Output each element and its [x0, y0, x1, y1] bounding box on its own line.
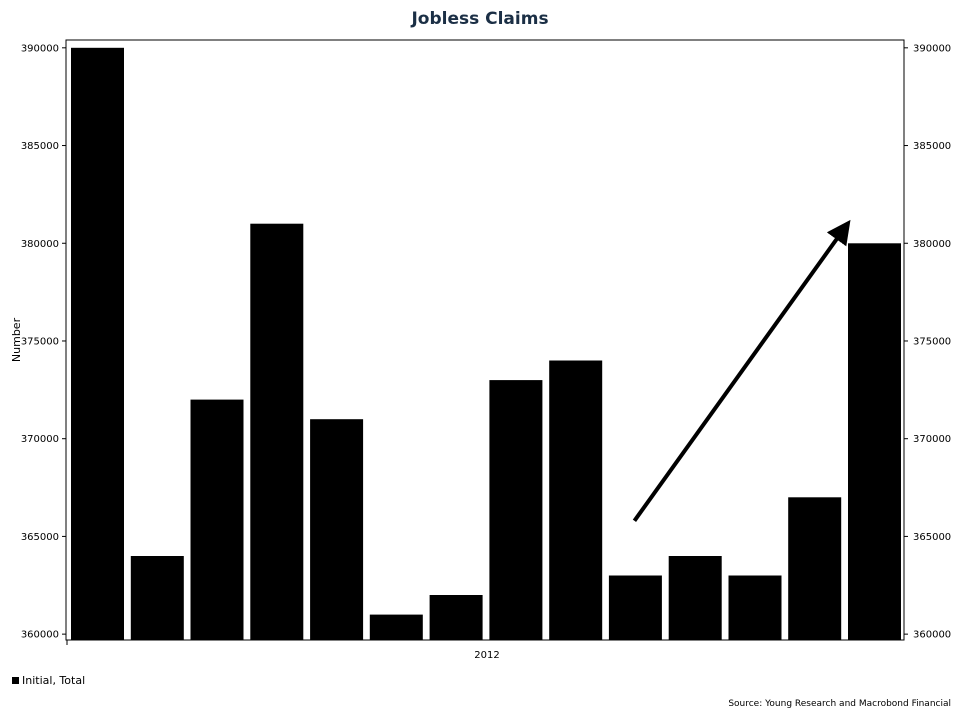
y-tick-label-left-2: 370000	[21, 434, 59, 445]
y-tick-label-left-1: 365000	[21, 532, 59, 543]
bar-1	[130, 556, 184, 640]
y-tick-label-right-0: 360000	[913, 630, 951, 641]
trend-arrow-0	[632, 219, 851, 522]
y-axis-label: Number	[10, 317, 23, 362]
y-tick-label-left-6: 390000	[21, 43, 59, 54]
annotation-layer	[632, 219, 851, 522]
y-tick-label-right-1: 365000	[913, 532, 951, 543]
plot-area-frame	[65, 39, 905, 641]
y-tick-label-right-3: 375000	[913, 336, 951, 347]
y-tick-label-right-5: 385000	[913, 141, 951, 152]
y-tick-label-left-0: 360000	[21, 630, 59, 641]
bar-3	[250, 223, 304, 640]
bar-7	[489, 380, 543, 640]
bar-2	[190, 399, 244, 640]
bar-8	[549, 360, 603, 640]
bar-6	[429, 595, 483, 640]
axes-layer: 360000 360000 365000 365000 370000 370000 3750…	[21, 43, 951, 645]
legend-swatch	[12, 677, 19, 684]
chart-title: Jobless Claims	[411, 9, 549, 29]
bar-4	[310, 419, 364, 640]
source-note: Source: Young Research and Macrobond Fin…	[728, 699, 951, 709]
bars-layer	[71, 47, 901, 641]
bar-0	[71, 47, 124, 641]
y-tick-label-right-2: 370000	[913, 434, 951, 445]
bar-11	[728, 575, 782, 640]
bar-10	[668, 556, 722, 640]
y-tick-label-right-6: 390000	[913, 43, 951, 54]
x-tick-label: 2012	[474, 650, 499, 661]
y-tick-label-left-5: 385000	[21, 141, 59, 152]
y-tick-label-left-4: 380000	[21, 239, 59, 250]
y-tick-label-left-3: 375000	[21, 336, 59, 347]
bar-9	[608, 575, 662, 640]
bar-12	[788, 497, 842, 640]
bar-13	[848, 243, 901, 641]
legend-label: Initial, Total	[22, 674, 86, 687]
bar-5	[369, 614, 423, 640]
y-tick-label-right-4: 380000	[913, 239, 951, 250]
legend: Initial, Total	[12, 674, 85, 687]
